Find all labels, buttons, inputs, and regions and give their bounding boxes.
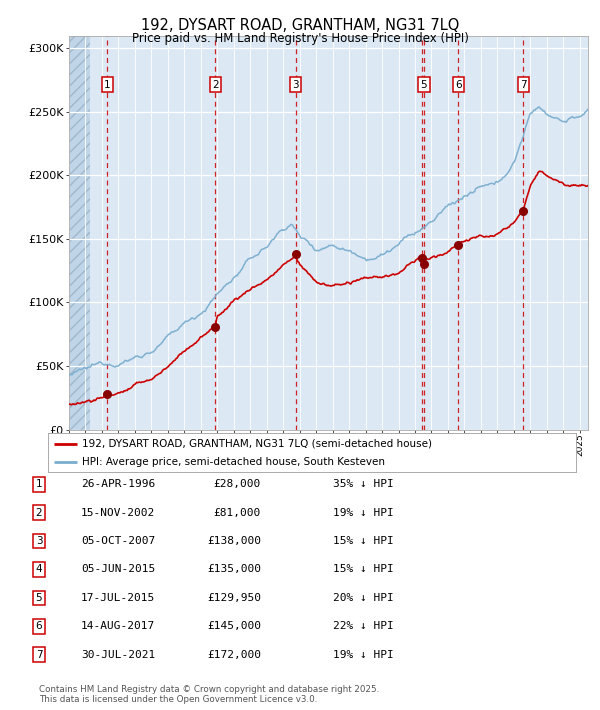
Text: 5: 5 <box>35 593 43 603</box>
Text: 05-OCT-2007: 05-OCT-2007 <box>81 536 155 546</box>
Text: 17-JUL-2015: 17-JUL-2015 <box>81 593 155 603</box>
Text: 20% ↓ HPI: 20% ↓ HPI <box>333 593 394 603</box>
Text: HPI: Average price, semi-detached house, South Kesteven: HPI: Average price, semi-detached house,… <box>82 457 385 466</box>
Text: £81,000: £81,000 <box>214 508 261 518</box>
Text: 26-APR-1996: 26-APR-1996 <box>81 479 155 489</box>
Text: 3: 3 <box>292 80 299 89</box>
Text: 192, DYSART ROAD, GRANTHAM, NG31 7LQ (semi-detached house): 192, DYSART ROAD, GRANTHAM, NG31 7LQ (se… <box>82 439 433 449</box>
Text: 2: 2 <box>35 508 43 518</box>
Text: 05-JUN-2015: 05-JUN-2015 <box>81 564 155 574</box>
Text: 7: 7 <box>35 650 43 660</box>
Text: 22% ↓ HPI: 22% ↓ HPI <box>333 621 394 631</box>
Text: £172,000: £172,000 <box>207 650 261 660</box>
Text: 15-NOV-2002: 15-NOV-2002 <box>81 508 155 518</box>
Text: 14-AUG-2017: 14-AUG-2017 <box>81 621 155 631</box>
Text: 15% ↓ HPI: 15% ↓ HPI <box>333 564 394 574</box>
Text: 5: 5 <box>421 80 427 89</box>
Text: 6: 6 <box>455 80 461 89</box>
Text: 192, DYSART ROAD, GRANTHAM, NG31 7LQ: 192, DYSART ROAD, GRANTHAM, NG31 7LQ <box>141 18 459 33</box>
Text: 1: 1 <box>104 80 110 89</box>
Text: 30-JUL-2021: 30-JUL-2021 <box>81 650 155 660</box>
Text: 4: 4 <box>35 564 43 574</box>
Text: Price paid vs. HM Land Registry's House Price Index (HPI): Price paid vs. HM Land Registry's House … <box>131 32 469 45</box>
Text: £129,950: £129,950 <box>207 593 261 603</box>
Bar <box>69 36 91 430</box>
Text: 19% ↓ HPI: 19% ↓ HPI <box>333 650 394 660</box>
Text: £135,000: £135,000 <box>207 564 261 574</box>
Text: £28,000: £28,000 <box>214 479 261 489</box>
Text: 19% ↓ HPI: 19% ↓ HPI <box>333 508 394 518</box>
Text: 35% ↓ HPI: 35% ↓ HPI <box>333 479 394 489</box>
Text: £145,000: £145,000 <box>207 621 261 631</box>
Text: 1: 1 <box>35 479 43 489</box>
Text: Contains HM Land Registry data © Crown copyright and database right 2025.
This d: Contains HM Land Registry data © Crown c… <box>39 685 379 704</box>
Text: 3: 3 <box>35 536 43 546</box>
Text: 6: 6 <box>35 621 43 631</box>
Text: 7: 7 <box>520 80 527 89</box>
Text: 15% ↓ HPI: 15% ↓ HPI <box>333 536 394 546</box>
Text: 2: 2 <box>212 80 218 89</box>
Text: £138,000: £138,000 <box>207 536 261 546</box>
